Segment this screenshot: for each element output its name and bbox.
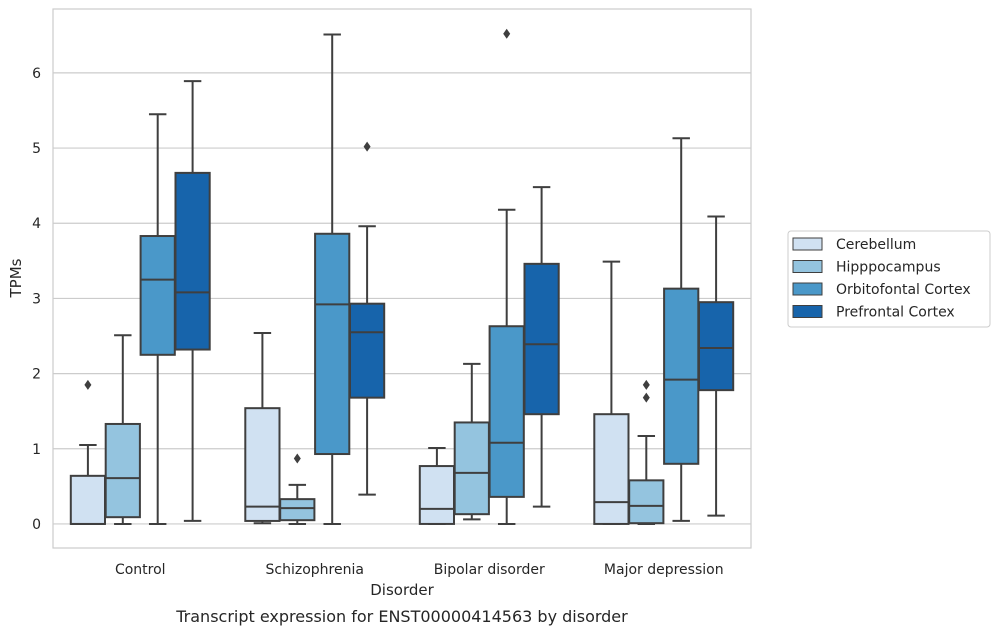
legend-frame xyxy=(787,230,991,328)
legend-swatch xyxy=(792,305,823,318)
box-cerebellum xyxy=(418,447,456,525)
y-tick-label: 0 xyxy=(32,517,41,533)
y-tick-label: 6 xyxy=(32,66,41,82)
box-body xyxy=(69,474,107,525)
box-prefrontal-cortex xyxy=(348,141,386,496)
box-body xyxy=(663,287,700,465)
x-tick-label: Major depression xyxy=(604,562,724,578)
box-cerebellum xyxy=(69,379,107,525)
y-tick-label: 2 xyxy=(32,367,41,383)
box-body xyxy=(104,422,141,519)
boxes xyxy=(69,28,735,525)
box-orbitofontal-cortex xyxy=(139,113,176,525)
x-axis-label: Disorder xyxy=(370,581,434,599)
box-body xyxy=(348,302,386,399)
outlier-point xyxy=(642,379,650,390)
x-tick-label: Control xyxy=(115,562,166,578)
box-body xyxy=(314,232,351,456)
outlier-point xyxy=(84,379,92,390)
box-hipppocampus xyxy=(453,362,490,521)
outlier-point xyxy=(503,28,511,39)
box-body xyxy=(593,413,630,525)
x-tick-label: Schizophrenia xyxy=(266,562,364,578)
legend-swatch xyxy=(792,260,823,273)
box-hipppocampus xyxy=(279,453,316,525)
legend: Cerebellum Hipppocampus Orbitofontal Corte… xyxy=(787,230,991,328)
box-body xyxy=(523,262,560,416)
outlier-point xyxy=(642,392,650,403)
y-axis-label: TPMs xyxy=(7,258,25,298)
outlier-point xyxy=(363,141,371,152)
chart-caption: Transcript expression for ENST0000041456… xyxy=(175,607,628,626)
outlier-point xyxy=(293,453,301,464)
box-body xyxy=(279,498,316,522)
box-body xyxy=(418,465,456,525)
box-body xyxy=(244,407,281,522)
box-prefrontal-cortex xyxy=(174,80,211,522)
box-body xyxy=(453,421,490,516)
box-body xyxy=(697,301,735,392)
plot-frame xyxy=(52,8,752,549)
box-prefrontal-cortex xyxy=(697,215,735,517)
box-cerebellum xyxy=(593,260,630,525)
box-cerebellum xyxy=(244,332,281,525)
box-body xyxy=(488,325,525,498)
legend-items: Cerebellum Hipppocampus Orbitofontal Corte… xyxy=(792,237,971,321)
y-tick-label: 4 xyxy=(32,216,41,232)
x-tick-label: Bipolar disorder xyxy=(434,562,545,578)
box-hipppocampus xyxy=(628,379,665,525)
y-tick-label: 1 xyxy=(32,442,41,458)
legend-swatch xyxy=(792,237,823,251)
box-hipppocampus xyxy=(104,334,141,525)
legend-label: Hipppocampus xyxy=(836,260,941,276)
y-tick-labels: 0 1 2 3 4 5 6 xyxy=(32,66,41,533)
legend-label: Orbitofontal Cortex xyxy=(836,282,971,298)
x-tick-labels: Control Schizophrenia Bipolar disorder Majo… xyxy=(115,562,724,578)
legend-label: Cerebellum xyxy=(836,237,916,253)
box-prefrontal-cortex xyxy=(523,186,560,508)
box-body xyxy=(139,235,176,356)
box-orbitofontal-cortex xyxy=(314,33,351,525)
box-orbitofontal-cortex xyxy=(488,28,525,525)
legend-label: Prefrontal Cortex xyxy=(836,305,955,321)
y-tick-label: 5 xyxy=(32,141,41,157)
box-body xyxy=(628,479,665,525)
legend-swatch xyxy=(792,282,823,296)
box-orbitofontal-cortex xyxy=(663,137,700,522)
y-tick-label: 3 xyxy=(32,291,41,307)
box-body xyxy=(174,171,211,351)
